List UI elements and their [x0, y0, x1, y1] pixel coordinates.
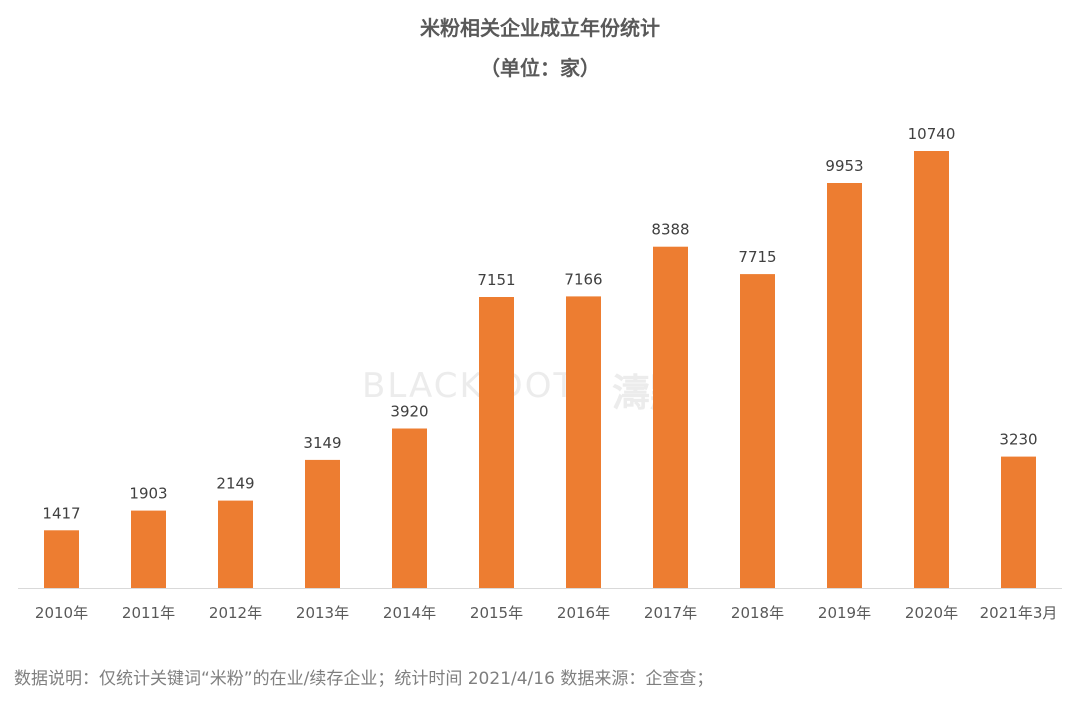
data-label-2: 2149 — [216, 475, 254, 493]
data-label-5: 7151 — [477, 271, 515, 289]
x-tick-label-10: 2020年 — [905, 604, 958, 622]
data-label-1: 1903 — [129, 485, 167, 503]
x-tick-label-6: 2016年 — [557, 604, 610, 622]
bar-4 — [392, 428, 427, 588]
bar-3 — [305, 459, 340, 588]
bar-2 — [218, 500, 253, 588]
x-tick-label-7: 2017年 — [644, 604, 697, 622]
x-tick-label-2: 2012年 — [209, 604, 262, 622]
bar-7 — [653, 246, 688, 588]
bar-0 — [44, 530, 79, 588]
x-tick-label-4: 2014年 — [383, 604, 436, 622]
data-label-8: 7715 — [738, 248, 776, 266]
x-tick-label-3: 2013年 — [296, 604, 349, 622]
bar-1 — [131, 510, 166, 588]
x-tick-label-5: 2015年 — [470, 604, 523, 622]
bar-11 — [1001, 456, 1036, 588]
data-label-3: 3149 — [303, 434, 341, 452]
chart-title: 米粉相关企业成立年份统计 — [420, 16, 660, 40]
chart-subtitle: （单位：家） — [480, 56, 600, 80]
data-label-4: 3920 — [390, 403, 428, 421]
x-tick-label-1: 2011年 — [122, 604, 175, 622]
data-label-11: 3230 — [999, 431, 1037, 449]
data-label-9: 9953 — [825, 157, 863, 175]
data-label-7: 8388 — [651, 221, 689, 239]
x-tick-label-0: 2010年 — [35, 604, 88, 622]
data-footnote: 数据说明：仅统计关键词“米粉”的在业/续存企业；统计时间 2021/4/16 数… — [14, 669, 714, 689]
x-tick-label-11: 2021年3月 — [980, 604, 1058, 622]
bar-5 — [479, 297, 514, 588]
bar-10 — [914, 151, 949, 588]
x-tick-label-8: 2018年 — [731, 604, 784, 622]
bar-9 — [827, 183, 862, 588]
bar-6 — [566, 296, 601, 588]
bar-8 — [740, 274, 775, 588]
bar-chart: 1417 2010年 1903 2011年 2149 2012年 3149 2013年 3920… — [18, 125, 1062, 622]
data-label-6: 7166 — [564, 270, 602, 288]
data-label-10: 10740 — [908, 125, 956, 143]
x-tick-label-9: 2019年 — [818, 604, 871, 622]
data-label-0: 1417 — [42, 504, 80, 522]
